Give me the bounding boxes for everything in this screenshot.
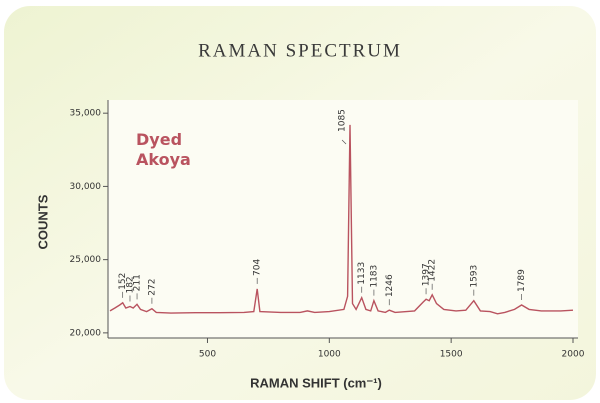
legend-label: Dyed Akoya [136, 130, 191, 169]
peak-label: 1422 [428, 259, 438, 282]
chart-title: RAMAN SPECTRUM [198, 40, 402, 61]
peak-label: 1133 [357, 262, 367, 285]
y-axis-label: COUNTS [35, 194, 50, 249]
x-tick-label: 1500 [440, 350, 463, 360]
peak-label: 152 [118, 273, 128, 290]
peak-label: 1397 [422, 263, 432, 286]
peak-label: 182 [125, 276, 135, 293]
y-tick-label: 30,000 [70, 182, 102, 192]
plot-area [108, 100, 578, 338]
x-tick-label: 2000 [562, 350, 585, 360]
peak-leader [341, 139, 347, 145]
x-axis-label: RAMAN SHIFT (cm⁻¹) [250, 375, 382, 390]
spectrum-line [109, 124, 574, 315]
y-tick-label: 20,000 [70, 328, 102, 338]
peak-label: 1085 [338, 109, 348, 132]
peak-label: 272 [147, 279, 157, 296]
x-tick-label: 1000 [318, 350, 341, 360]
peak-label: 1593 [469, 265, 479, 288]
y-tick-label: 35,000 [70, 109, 102, 119]
peak-label: 1789 [517, 269, 527, 292]
peak-label: 1183 [369, 265, 379, 288]
peak-label: 704 [253, 258, 263, 275]
y-tick-label: 25,000 [70, 255, 102, 265]
peak-label: 211 [133, 274, 143, 291]
peak-label: 1246 [385, 274, 395, 297]
x-tick-label: 500 [199, 350, 216, 360]
